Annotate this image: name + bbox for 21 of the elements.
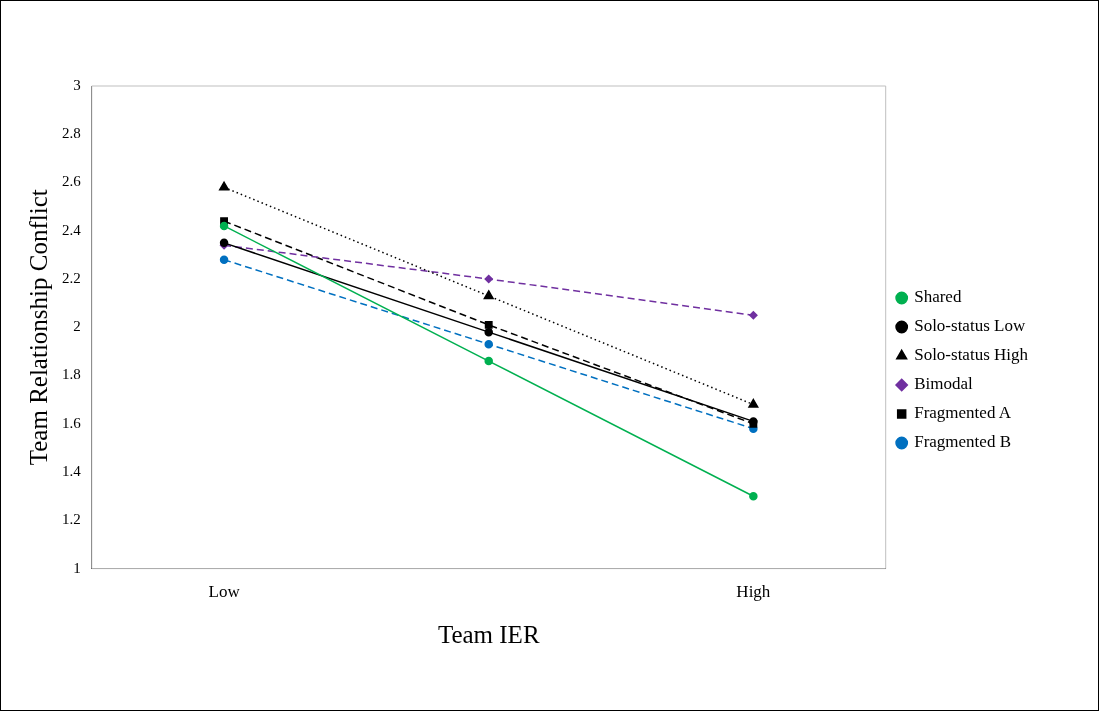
y-tick-label: 2.6 <box>62 173 82 190</box>
x-tick-label: Low <box>208 582 241 602</box>
legend-label: Fragmented A <box>914 403 1012 423</box>
x-axis-title: Team IER <box>437 620 540 648</box>
y-tick-label: 1 <box>73 559 81 576</box>
x-tick-label: High <box>736 582 771 602</box>
legend-label: Solo-status High <box>914 345 1029 365</box>
y-tick-label: 1.2 <box>62 511 81 528</box>
y-tick-label: 2.8 <box>62 125 81 142</box>
y-tick-label: 2 <box>73 318 81 335</box>
y-tick-label: 1.8 <box>62 366 81 383</box>
y-tick-label: 3 <box>73 76 81 93</box>
y-tick-label: 1.4 <box>62 463 82 480</box>
legend-label: Fragmented B <box>914 432 1011 452</box>
y-tick-label: 1.6 <box>62 414 82 431</box>
y-axis-title: Team Relationship Conflict <box>24 189 52 466</box>
legend-label: Bimodal <box>914 374 974 394</box>
legend-label: Solo-status Low <box>914 316 1026 336</box>
y-tick-label: 2.4 <box>62 221 82 238</box>
y-tick-label: 2.2 <box>62 269 81 286</box>
legend-label: Shared <box>914 287 962 307</box>
